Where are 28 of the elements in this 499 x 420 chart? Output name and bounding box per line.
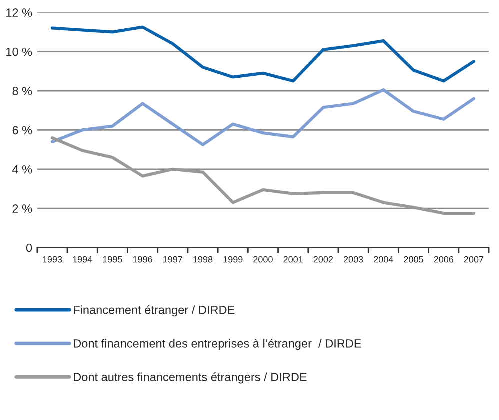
x-tick-label: 1997 [164, 256, 182, 263]
line-series [50, 136, 476, 216]
line-series [50, 88, 476, 146]
x-tick-label: 2007 [464, 256, 484, 263]
x-tick-label: 2004 [374, 256, 394, 263]
legend-label: Dont financement des entreprises à l’étranger / DIRDE [74, 339, 362, 350]
legend-label: Financement étranger / DIRDE [74, 305, 235, 317]
line-series [50, 26, 476, 83]
x-tick-label: 1993 [43, 256, 62, 263]
x-tick-label: 2000 [254, 256, 273, 263]
x-tick-label: 1998 [194, 256, 213, 263]
x-tick-label: 1995 [103, 256, 122, 263]
x-tick-label: 1996 [133, 256, 152, 263]
x-tick-label: 1999 [224, 256, 243, 263]
y-tick-label: 6 % [12, 126, 32, 135]
x-tick-label: 1994 [73, 256, 92, 263]
x-tick-label: 2002 [314, 256, 334, 263]
y-tick-label: 10 % [6, 48, 32, 56]
x-tick-label: 2005 [404, 256, 424, 263]
y-tick-label: 4 % [12, 165, 32, 174]
legend-label: Dont autres financements étrangers / DIRDE [74, 372, 307, 384]
y-tick-label: 2 % [12, 204, 32, 213]
x-tick-label: 2003 [344, 256, 364, 263]
y-tick-label: 0 [26, 244, 32, 252]
x-tick-label: 2006 [434, 256, 454, 263]
y-tick-label: 12 % [6, 8, 32, 17]
x-tick-label: 2001 [284, 256, 303, 263]
y-tick-label: 8 % [12, 87, 32, 96]
